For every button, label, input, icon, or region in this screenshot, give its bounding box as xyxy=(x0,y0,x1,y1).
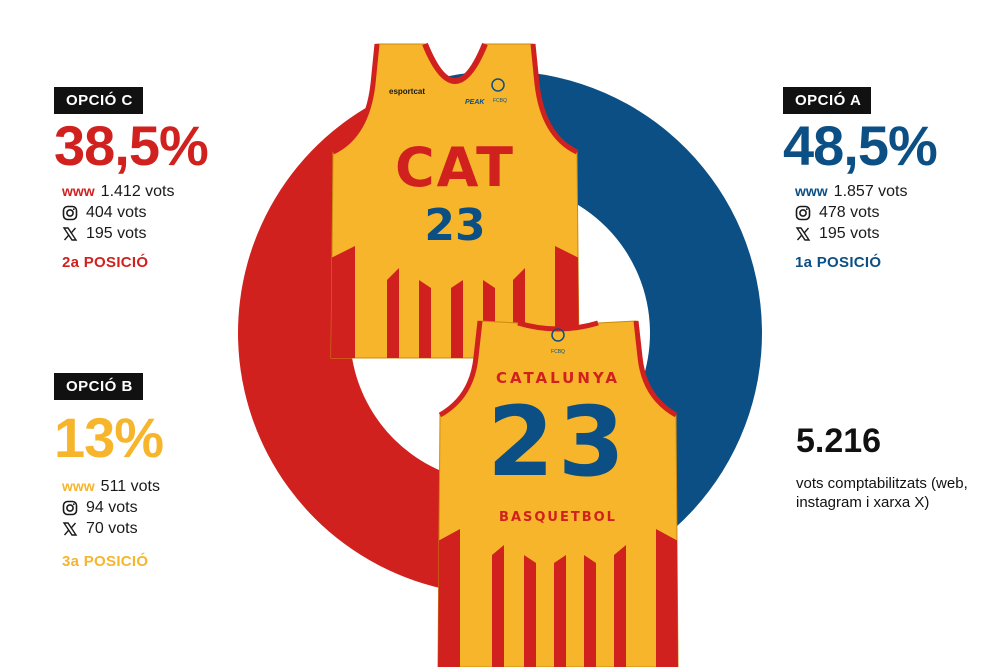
option-b-stats: www 511 vots 94 vots 70 vots xyxy=(62,476,160,539)
instagram-icon xyxy=(795,205,811,220)
jersey-back-text: BASQUETBOL xyxy=(499,510,617,525)
jersey-front-federation: FCBQ xyxy=(493,98,507,104)
www-icon: www xyxy=(62,478,95,494)
option-a-x-row: 195 vots xyxy=(795,223,908,244)
jersey-front-sponsor: esportcat xyxy=(389,87,425,96)
option-b-x-votes: 70 vots xyxy=(86,520,138,537)
option-b-instagram-row: 94 vots xyxy=(62,497,160,518)
option-a-instagram-votes: 478 vots xyxy=(819,204,880,221)
www-icon: www xyxy=(62,183,95,199)
option-c-instagram-row: 404 vots xyxy=(62,202,175,223)
jersey-front-text: CAT xyxy=(395,136,515,199)
option-b-tag: OPCIÓ B xyxy=(54,373,143,400)
option-b-web-row: www 511 vots xyxy=(62,476,160,497)
option-c-stats: www 1.412 vots 404 vots 195 vots xyxy=(62,181,175,244)
jersey-back-federation: FCBQ xyxy=(551,349,565,355)
instagram-icon xyxy=(62,500,78,515)
instagram-icon xyxy=(62,205,78,220)
option-c-web-votes: 1.412 vots xyxy=(100,183,175,200)
option-c-x-row: 195 vots xyxy=(62,223,175,244)
option-a-tag: OPCIÓ A xyxy=(783,87,872,114)
option-a-web-votes: 1.857 vots xyxy=(833,183,908,200)
x-logo-icon xyxy=(795,226,811,241)
option-c-position: 2a POSICIÓ xyxy=(62,254,149,271)
option-b-position: 3a POSICIÓ xyxy=(62,553,149,570)
jersey-front-brand: PEAK xyxy=(465,99,485,106)
option-b-web-votes: 511 vots xyxy=(100,478,160,495)
option-b-percentage: 13% xyxy=(54,406,164,469)
option-c-instagram-votes: 404 vots xyxy=(86,204,147,221)
option-c-percentage: 38,5% xyxy=(54,114,209,177)
x-logo-icon xyxy=(62,521,78,536)
option-a-stats: www 1.857 vots 478 vots 195 vots xyxy=(795,181,908,244)
www-icon: www xyxy=(795,183,828,199)
option-a-position: 1a POSICIÓ xyxy=(795,254,882,271)
option-b-x-row: 70 vots xyxy=(62,518,160,539)
option-b-instagram-votes: 94 vots xyxy=(86,499,138,516)
option-a-instagram-row: 478 vots xyxy=(795,202,908,223)
option-a-web-row: www 1.857 vots xyxy=(795,181,908,202)
total-votes-number: 5.216 xyxy=(796,422,882,460)
option-c-tag: OPCIÓ C xyxy=(54,87,143,114)
jersey-back-name: CATALUNYA xyxy=(496,369,620,387)
option-c-x-votes: 195 vots xyxy=(86,225,147,242)
total-votes-caption: vots comptabilitzats (web, instagram i x… xyxy=(796,475,968,511)
donut-slice-opci-c xyxy=(238,108,473,591)
option-a-percentage: 48,5% xyxy=(783,114,938,177)
x-logo-icon xyxy=(62,226,78,241)
option-a-x-votes: 195 vots xyxy=(819,225,880,242)
option-c-web-row: www 1.412 vots xyxy=(62,181,175,202)
jersey-front-number: 23 xyxy=(424,200,485,251)
jersey-back-number: 23 xyxy=(487,386,629,498)
jersey-back: FCBQ CATALUNYA 23 BASQUETBOL xyxy=(437,320,679,667)
